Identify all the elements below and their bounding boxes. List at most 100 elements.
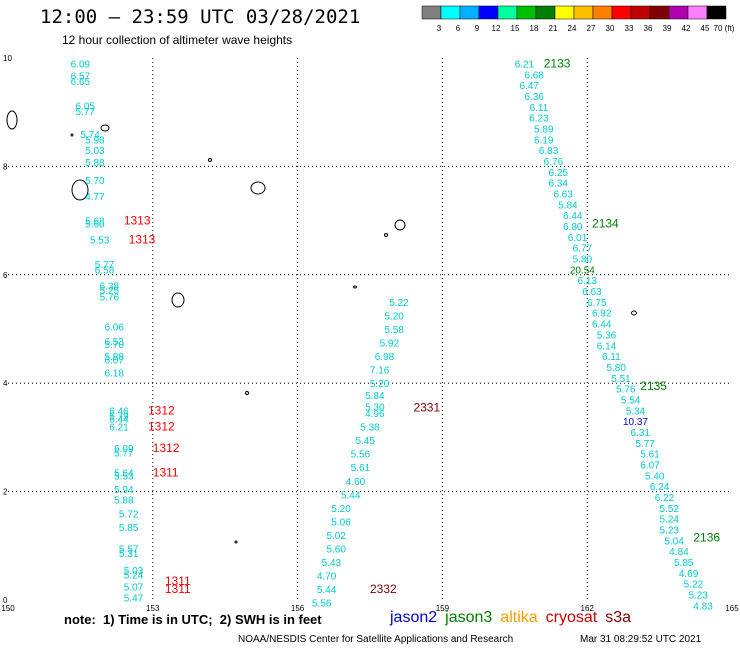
wave-height-point: 10.37 — [623, 417, 648, 428]
wave-height-point: 5.76 — [616, 385, 636, 396]
wave-height-point: 5.22 — [684, 580, 704, 591]
wave-height-point: 6.53 — [104, 337, 124, 348]
x-tick-label: 150 — [1, 604, 15, 613]
wave-height-point: 6.19 — [534, 135, 554, 146]
wave-height-point: 5.52 — [660, 504, 680, 515]
wave-height-point: 5.85 — [119, 523, 139, 534]
wave-height-point: 6.47 — [520, 81, 540, 92]
pass-label: 1312 — [153, 441, 180, 455]
wave-height-point: 5.58 — [384, 325, 404, 336]
wave-height-point: 5.68 — [85, 217, 105, 228]
legend-item-jason2: jason2 — [390, 609, 438, 626]
x-tick-label: 165 — [725, 604, 739, 613]
wave-height-point: 6.34 — [549, 179, 569, 190]
island-outline — [208, 158, 212, 162]
wave-height-point: 6.58 — [95, 265, 115, 276]
pass-label: 1313 — [129, 233, 156, 247]
pass-label: 2134 — [592, 216, 619, 230]
wave-height-point: 5.79 — [109, 412, 129, 423]
x-tick-label: 156 — [291, 604, 305, 613]
y-tick-label: 2 — [3, 488, 8, 497]
grid — [8, 58, 732, 600]
color-scale-swatch — [706, 5, 727, 20]
pass-label: 2135 — [640, 379, 667, 393]
wave-height-point: 5.02 — [326, 531, 346, 542]
color-scale-legend: 3 6 9 12 15 18 21 24 27 30 33 36 39 42 45 70 (ft) — [421, 5, 735, 33]
wave-height-point: 6.44 — [563, 211, 583, 222]
wave-height-point: 5.06 — [331, 517, 351, 528]
pass-label: 1313 — [124, 214, 151, 228]
wave-height-point: 6.63 — [553, 190, 573, 201]
color-scale-label: 70 (ft) — [714, 24, 735, 33]
island-outline — [234, 540, 238, 544]
wave-height-point: 6.75 — [587, 298, 607, 309]
wave-height-point: 6.92 — [592, 309, 612, 320]
wave-height-point: 6.46 — [109, 406, 129, 417]
wave-height-point: 6.77 — [573, 244, 593, 255]
island-outline — [384, 233, 388, 237]
wave-height-point: 5.53 — [114, 471, 134, 482]
pass-label: 2133 — [544, 56, 571, 70]
wave-height-point: 20.54 — [570, 265, 595, 276]
wave-height-point: 5.20 — [331, 504, 351, 515]
island-outline — [250, 181, 266, 195]
wave-height-point: 5.54 — [621, 395, 641, 406]
island-outline — [631, 310, 637, 316]
wave-height-point: 5.47 — [124, 593, 144, 604]
wave-height-point: 6.09 — [71, 59, 91, 70]
wave-height-point: 5.24 — [660, 515, 680, 526]
x-tick-label: 153 — [146, 604, 160, 613]
wave-height-point: 5.51 — [611, 374, 631, 385]
wave-height-point: 6.25 — [549, 168, 569, 179]
pass-label: 2136 — [693, 531, 720, 545]
wave-height-point: 6.07 — [640, 461, 660, 472]
wave-height-point: 6.14 — [597, 341, 617, 352]
wave-height-point: 6.65 — [71, 77, 91, 88]
wave-height-point: 5.72 — [119, 509, 139, 520]
wave-height-point: 6.76 — [544, 157, 564, 168]
wave-height-point: 5.53 — [90, 236, 110, 247]
wave-height-point: 7.16 — [370, 366, 390, 377]
pass-label: 1311 — [165, 582, 191, 596]
island-outline — [245, 391, 249, 395]
wave-height-point: 6.13 — [577, 276, 597, 287]
wave-height-point: 5.60 — [85, 219, 105, 230]
wave-height-point: 6.57 — [71, 71, 91, 82]
legend-item-s3a: s3a — [605, 609, 632, 626]
wave-height-point: 5.03 — [124, 566, 144, 577]
x-tick-label: 159 — [436, 604, 450, 613]
wave-height-point: 6.83 — [539, 146, 559, 157]
wave-height-point: 6.31 — [631, 428, 651, 439]
color-scale-label: 39 — [663, 24, 672, 33]
wave-height-point: 6.80 — [563, 222, 583, 233]
y-tick-label: 10 — [3, 54, 12, 63]
wave-height-point: 5.25 — [100, 286, 120, 297]
wave-height-point: 6.05 — [75, 102, 95, 113]
timestamp-text: Mar 31 08:29:52 UTC 2021 — [580, 634, 702, 645]
footnote: note: 1) Time is in UTC; 2) SWH is in fe… — [64, 612, 322, 627]
wave-height-point: 6.11 — [602, 352, 621, 363]
wave-height-point: 5.24 — [124, 571, 144, 582]
wave-height-point: 5.56 — [312, 599, 332, 610]
y-tick-label: 8 — [3, 162, 8, 171]
color-scale-label: 15 — [511, 24, 520, 33]
color-scale-label: 33 — [625, 24, 634, 33]
wave-height-point: 5.03 — [85, 146, 105, 157]
satellite-legend: jason2 jason3 altika cryosat s3a — [390, 609, 639, 627]
island-outline — [171, 292, 185, 308]
pass-label: 2332 — [370, 582, 397, 596]
wave-height-point: 5.57 — [119, 545, 139, 556]
wave-height-point: 5.64 — [114, 469, 134, 480]
wave-height-point: 5.89 — [534, 124, 554, 135]
wave-height-point: 6.44 — [109, 414, 129, 425]
series-jason3: 6.216.686.476.366.116.235.896.196.836.76… — [515, 59, 713, 612]
wave-height-point: 5.61 — [351, 463, 371, 474]
wave-height-point: 5.23 — [688, 591, 708, 602]
wave-height-point: 4.60 — [346, 477, 366, 488]
wave-height-point: 5.88 — [114, 496, 134, 507]
wave-height-point: 5.30 — [365, 403, 385, 414]
color-scale-label: 45 — [701, 24, 710, 33]
island-outline — [71, 179, 89, 201]
wave-height-point: 6.06 — [104, 322, 124, 333]
